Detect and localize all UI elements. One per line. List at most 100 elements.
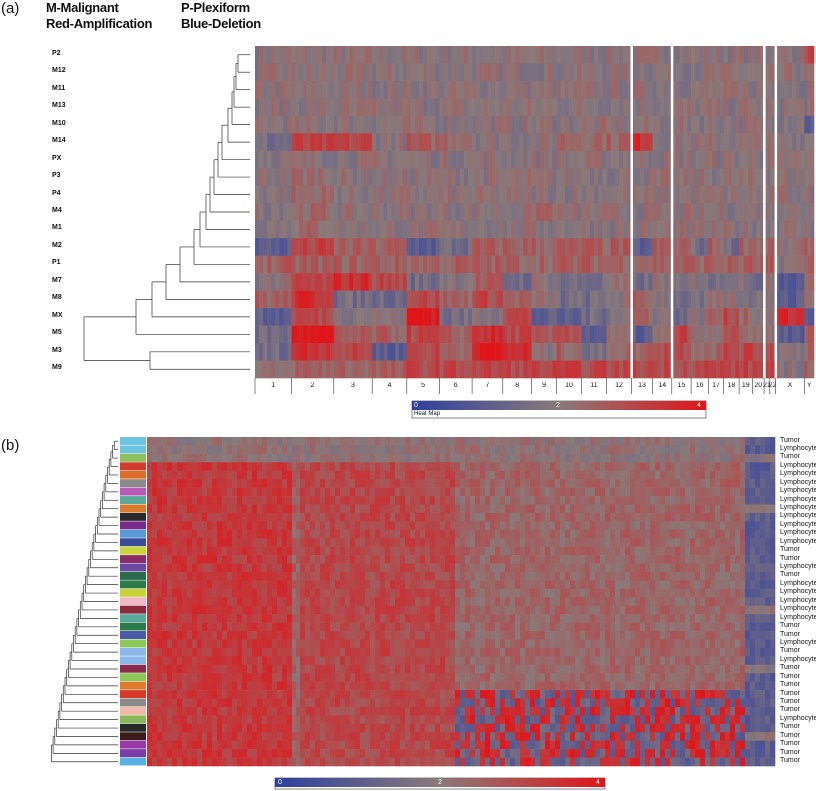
heatmap-b-cell <box>157 571 163 581</box>
heatmap-a-cell <box>807 343 812 361</box>
heatmap-b-cell <box>292 445 297 455</box>
heatmap-b-cell <box>395 504 401 514</box>
heatmap-b-cell <box>207 437 213 446</box>
heatmap-b-cell <box>192 555 198 564</box>
heatmap-a-cell <box>623 325 628 344</box>
heatmap-b-cell <box>505 538 511 547</box>
heatmap-a-cell <box>765 133 769 152</box>
heatmap-a-cell <box>712 273 717 291</box>
heatmap-a-cell <box>506 343 512 361</box>
heatmap-a-cell <box>475 290 481 309</box>
heatmap-a-cell <box>556 255 562 274</box>
heatmap-b-cell <box>560 563 566 573</box>
heatmap-b-cell <box>440 504 446 514</box>
heatmap-b-cell <box>177 453 183 463</box>
heatmap-b-cell <box>615 521 621 531</box>
heatmap-b-cell <box>625 555 631 564</box>
heatmap-a-cell <box>783 46 789 64</box>
heatmap-a-cell <box>602 273 607 291</box>
heatmap-b-cell <box>610 538 616 547</box>
heatmap-a-cell <box>349 308 354 326</box>
heatmap-a-cell <box>668 150 673 169</box>
heatmap-a-cell <box>699 63 705 82</box>
heatmap-a-cell <box>255 98 260 117</box>
heatmap-b-cell <box>700 504 706 514</box>
heatmap-b-cell <box>645 496 651 505</box>
heatmap-b-cell <box>425 563 431 573</box>
heatmap-b-cell <box>750 462 756 472</box>
heatmap-b-cell <box>465 453 471 463</box>
heatmap-a-cell <box>712 133 717 152</box>
heatmap-b-cell <box>660 496 666 505</box>
heatmap-a-cell <box>743 98 749 117</box>
heatmap-a-cell <box>779 63 785 82</box>
heatmap-a-cell <box>556 168 562 187</box>
heatmap-b-cell <box>157 445 163 455</box>
heatmap-a-cell <box>379 255 384 274</box>
heatmap-a-cell <box>341 98 346 117</box>
heatmap-b-cell <box>770 563 776 573</box>
heatmap-a-cell <box>719 325 725 344</box>
heatmap-a-cell <box>531 255 537 274</box>
heatmap-b-cell <box>182 462 188 472</box>
row-label: M2 <box>52 241 62 249</box>
heatmap-b-cell <box>315 487 321 497</box>
heatmap-a-cell <box>255 308 260 326</box>
heatmap-b-cell <box>420 462 426 472</box>
heatmap-b-cell <box>182 529 188 539</box>
heatmap-a-cell <box>627 308 632 326</box>
heatmap-b-cell <box>695 470 701 480</box>
heatmap-a-cell <box>383 238 388 256</box>
heatmap-a-cell <box>314 325 319 344</box>
heatmap-b-cell <box>710 437 716 446</box>
heatmap-a-cell <box>419 290 424 309</box>
heatmap-b-cell <box>222 538 228 547</box>
heatmap-b-cell <box>720 487 726 497</box>
heatmap-a-cell <box>349 80 354 99</box>
heatmap-a-cell <box>406 98 412 117</box>
heatmap-b-cell <box>167 504 173 514</box>
heatmap-b-cell <box>227 529 233 539</box>
heatmap-a-cell <box>598 80 603 99</box>
heatmap-a-cell <box>573 63 578 82</box>
heatmap-a-cell <box>372 273 377 291</box>
heatmap-a-cell <box>779 325 785 344</box>
heatmap-b-cell <box>525 521 531 531</box>
heatmap-b-cell <box>385 445 391 455</box>
heatmap-b-cell <box>212 529 218 539</box>
heatmap-a-cell <box>804 80 808 99</box>
heatmap-a-cell <box>804 185 808 204</box>
heatmap-a-cell <box>360 290 365 309</box>
heatmap-a-cell <box>506 133 512 152</box>
heatmap-a-cell <box>491 255 496 274</box>
heatmap-b-cell <box>640 453 646 463</box>
heatmap-a-cell <box>515 46 520 64</box>
heatmap-b-cell <box>635 512 641 522</box>
heatmap-a-cell <box>602 133 607 152</box>
heatmap-a-cell <box>810 203 815 222</box>
heatmap-a-cell <box>263 220 268 239</box>
heatmap-a-cell <box>539 168 545 187</box>
heatmap-a-cell <box>660 343 665 361</box>
heatmap-b-cell <box>670 496 676 505</box>
heatmap-a-cell <box>519 133 524 152</box>
heatmap-b-cell <box>370 496 376 505</box>
heatmap-a-cell <box>345 203 350 222</box>
heatmap-a-cell <box>760 273 765 291</box>
heatmap-b-cell <box>645 529 651 539</box>
heatmap-b-cell <box>640 487 646 497</box>
heatmap-a-cell <box>419 98 424 117</box>
heatmap-b-cell <box>530 504 536 514</box>
heatmap-a-cell <box>765 343 769 361</box>
heatmap-a-cell <box>752 220 757 239</box>
heatmap-a-cell <box>463 308 469 326</box>
heatmap-a-cell <box>337 308 342 326</box>
heatmap-b-cell <box>645 479 651 488</box>
heatmap-a-cell <box>283 360 288 379</box>
heatmap-b-cell <box>720 512 726 522</box>
heatmap-b-cell <box>510 487 516 497</box>
heatmap-b-cell <box>510 512 516 522</box>
heatmap-a-cell <box>639 63 645 82</box>
heatmap-a-cell <box>383 46 388 64</box>
heatmap-b-cell <box>735 504 741 514</box>
